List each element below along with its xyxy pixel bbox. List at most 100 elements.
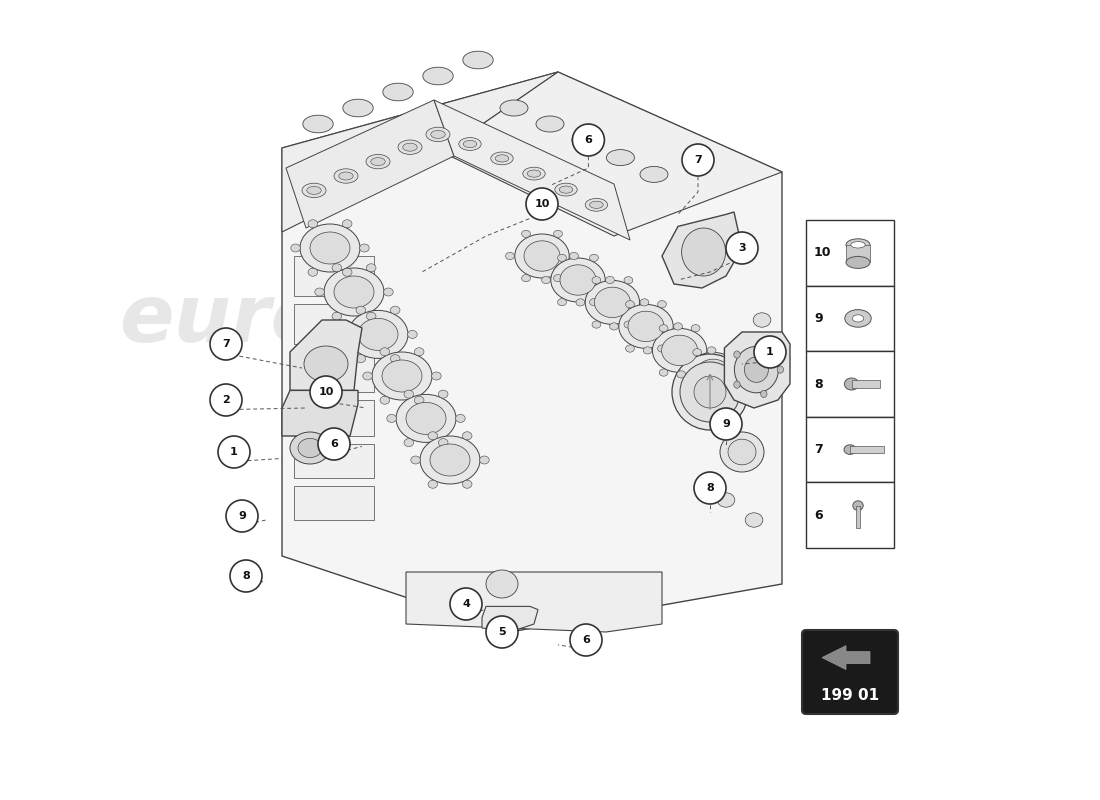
Circle shape (450, 588, 482, 620)
Text: 1: 1 (766, 347, 774, 357)
Text: 6: 6 (582, 635, 590, 645)
Ellipse shape (462, 432, 472, 440)
Ellipse shape (358, 318, 398, 350)
Polygon shape (290, 320, 362, 390)
Ellipse shape (644, 346, 652, 354)
Ellipse shape (560, 265, 596, 295)
Ellipse shape (585, 198, 607, 211)
Polygon shape (856, 506, 860, 528)
Circle shape (486, 616, 518, 648)
Ellipse shape (348, 310, 408, 358)
Ellipse shape (408, 330, 417, 338)
Ellipse shape (846, 257, 870, 269)
Ellipse shape (404, 438, 414, 446)
Ellipse shape (506, 253, 515, 259)
Ellipse shape (846, 239, 870, 251)
Ellipse shape (363, 372, 373, 380)
Ellipse shape (558, 254, 566, 262)
Ellipse shape (640, 166, 668, 182)
Ellipse shape (404, 390, 414, 398)
Ellipse shape (415, 396, 424, 404)
Polygon shape (434, 100, 630, 240)
Ellipse shape (290, 244, 300, 252)
Ellipse shape (658, 301, 667, 308)
Ellipse shape (515, 234, 569, 278)
Ellipse shape (431, 372, 441, 380)
Ellipse shape (371, 158, 385, 166)
Ellipse shape (693, 349, 702, 356)
Text: 199 01: 199 01 (821, 689, 879, 703)
Ellipse shape (298, 438, 322, 458)
Ellipse shape (342, 268, 352, 276)
Ellipse shape (606, 150, 635, 166)
Text: 7: 7 (814, 443, 823, 456)
Ellipse shape (504, 635, 512, 642)
Polygon shape (294, 304, 374, 344)
Ellipse shape (334, 276, 374, 308)
Ellipse shape (302, 183, 326, 198)
Circle shape (526, 188, 558, 220)
Ellipse shape (522, 167, 546, 180)
Text: 10: 10 (814, 246, 832, 259)
Ellipse shape (356, 306, 365, 314)
Ellipse shape (628, 311, 664, 342)
Polygon shape (294, 400, 374, 436)
Ellipse shape (585, 280, 639, 325)
Ellipse shape (324, 268, 384, 316)
Ellipse shape (332, 264, 342, 272)
Ellipse shape (686, 352, 740, 397)
Polygon shape (482, 606, 538, 632)
Ellipse shape (387, 414, 396, 422)
Polygon shape (850, 446, 883, 453)
Ellipse shape (717, 493, 735, 507)
Text: 9: 9 (722, 419, 730, 429)
Ellipse shape (659, 325, 668, 332)
FancyBboxPatch shape (806, 482, 894, 548)
Circle shape (210, 328, 242, 360)
Ellipse shape (379, 396, 389, 404)
Ellipse shape (673, 322, 682, 330)
Ellipse shape (559, 186, 573, 194)
Ellipse shape (463, 141, 476, 147)
Polygon shape (822, 646, 870, 670)
Text: 6: 6 (584, 135, 592, 145)
Circle shape (726, 232, 758, 264)
Text: 6: 6 (330, 439, 338, 449)
Circle shape (570, 624, 602, 656)
Ellipse shape (852, 501, 864, 510)
Ellipse shape (310, 232, 350, 264)
Ellipse shape (527, 170, 541, 178)
Ellipse shape (439, 438, 448, 446)
Text: 7: 7 (222, 339, 230, 349)
Ellipse shape (415, 348, 424, 356)
Ellipse shape (661, 335, 697, 366)
Circle shape (230, 560, 262, 592)
Ellipse shape (572, 132, 600, 148)
Text: 5: 5 (498, 627, 506, 637)
Ellipse shape (778, 366, 783, 373)
Ellipse shape (430, 444, 470, 476)
Text: 10: 10 (535, 199, 550, 209)
Polygon shape (294, 486, 374, 520)
Ellipse shape (308, 268, 318, 276)
Ellipse shape (486, 570, 518, 598)
Ellipse shape (302, 115, 333, 133)
Ellipse shape (652, 328, 707, 373)
FancyBboxPatch shape (806, 286, 894, 351)
Polygon shape (294, 352, 374, 392)
Ellipse shape (382, 360, 422, 392)
Ellipse shape (728, 439, 756, 465)
Ellipse shape (500, 100, 528, 116)
Ellipse shape (624, 321, 632, 328)
Ellipse shape (760, 342, 767, 349)
Ellipse shape (366, 264, 376, 272)
Ellipse shape (680, 362, 740, 422)
Text: 4: 4 (462, 599, 470, 609)
Ellipse shape (594, 287, 630, 318)
Ellipse shape (428, 480, 438, 488)
Text: 3: 3 (738, 243, 746, 253)
Ellipse shape (659, 369, 668, 376)
Ellipse shape (658, 345, 667, 352)
Ellipse shape (845, 378, 859, 390)
Text: 8: 8 (814, 378, 823, 390)
